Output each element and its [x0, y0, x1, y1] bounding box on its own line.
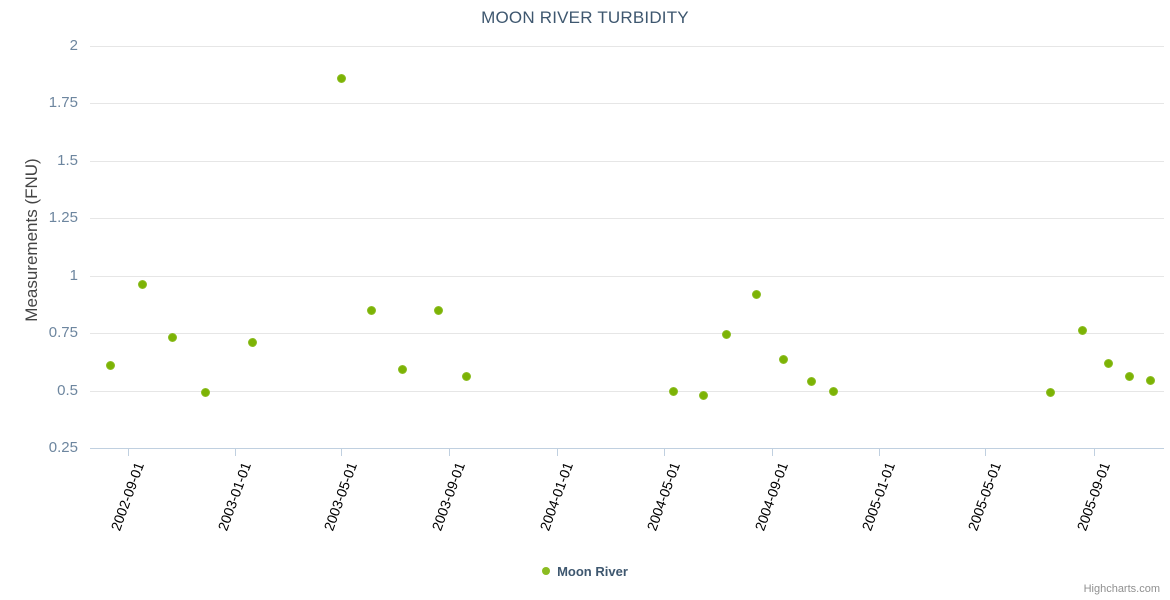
gridline	[90, 390, 1164, 392]
y-tick-label: 1.5	[57, 151, 78, 169]
legend-marker-icon	[542, 566, 551, 575]
data-point[interactable]	[434, 305, 444, 315]
x-tick-label: 2005-05-01	[964, 460, 1005, 533]
x-tick-mark	[235, 448, 237, 456]
x-tick-mark	[1093, 448, 1095, 456]
x-tick-label: 2004-09-01	[751, 460, 791, 533]
x-tick-mark	[341, 448, 343, 456]
x-tick-mark	[663, 448, 665, 456]
gridline	[90, 218, 1164, 220]
plot-area	[90, 46, 1164, 449]
data-point[interactable]	[752, 289, 762, 299]
data-point[interactable]	[105, 360, 115, 370]
y-tick-label: 0.75	[48, 324, 78, 342]
gridline	[90, 46, 1164, 47]
data-point[interactable]	[698, 390, 708, 400]
data-point[interactable]	[1125, 372, 1135, 382]
legend-item-label: Moon River	[557, 564, 628, 580]
data-point[interactable]	[829, 387, 839, 397]
data-point[interactable]	[778, 355, 788, 365]
x-tick-label: 2004-05-01	[643, 460, 683, 533]
gridline	[90, 160, 1164, 162]
x-tick-label: 2003-09-01	[428, 460, 469, 533]
y-tick-label: 0.5	[57, 381, 78, 399]
gridline	[90, 275, 1164, 277]
chart-legend: Moon River	[0, 563, 1170, 579]
x-tick-label: 2004-01-01	[536, 460, 576, 533]
credits-link[interactable]: Highcharts.com	[1083, 583, 1160, 595]
data-point[interactable]	[1146, 375, 1156, 385]
data-point[interactable]	[200, 388, 210, 398]
y-tick-label: 1	[69, 266, 78, 284]
y-tick-label: 2	[69, 37, 78, 54]
x-axis-line	[90, 448, 1164, 449]
x-tick-label: 2003-05-01	[320, 460, 361, 533]
data-point[interactable]	[398, 365, 408, 375]
data-point[interactable]	[807, 376, 817, 386]
data-point[interactable]	[1045, 388, 1055, 398]
data-point[interactable]	[461, 372, 471, 382]
data-point[interactable]	[168, 333, 178, 343]
x-tick-mark	[449, 448, 451, 456]
x-tick-mark	[879, 448, 881, 456]
data-point[interactable]	[668, 387, 678, 397]
data-point[interactable]	[247, 337, 257, 347]
data-point[interactable]	[337, 73, 347, 83]
x-tick-label: 2005-01-01	[858, 460, 899, 533]
x-tick-label: 2005-09-01	[1073, 460, 1113, 533]
x-tick-label: 2002-09-01	[107, 460, 147, 533]
y-tick-label: 1.25	[48, 209, 78, 227]
data-point[interactable]	[138, 280, 148, 290]
data-point[interactable]	[367, 305, 377, 315]
chart-title: MOON RIVER TURBIDITY	[481, 8, 689, 27]
data-point[interactable]	[1103, 358, 1113, 368]
x-tick-mark	[771, 448, 773, 456]
legend-item-moon-river[interactable]: Moon River	[542, 563, 628, 579]
x-tick-mark	[556, 448, 558, 456]
y-tick-label: 1.75	[48, 94, 78, 112]
gridline	[90, 333, 1164, 335]
data-point[interactable]	[1078, 326, 1088, 336]
data-point[interactable]	[722, 329, 732, 339]
x-tick-mark	[127, 448, 129, 456]
x-tick-mark	[985, 448, 987, 456]
y-tick-label: 0.25	[48, 439, 78, 456]
gridline	[90, 103, 1164, 105]
x-tick-label: 2003-01-01	[214, 460, 255, 533]
